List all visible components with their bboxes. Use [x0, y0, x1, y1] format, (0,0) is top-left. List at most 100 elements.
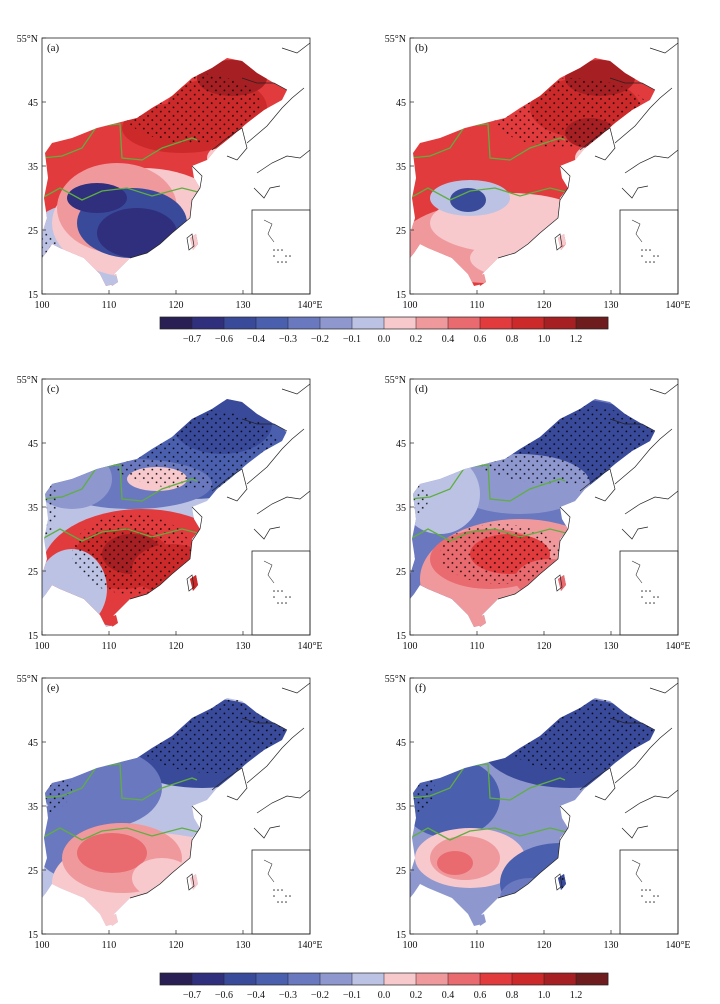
lon-tick-label: 140°E: [297, 641, 322, 652]
coastline: [129, 682, 311, 899]
lat-tick-label: 55°N: [17, 375, 38, 386]
colorbar-label: −0.7: [183, 334, 201, 345]
lon-tick-label: 100: [403, 641, 418, 652]
colorbar-label: 1.2: [570, 334, 583, 345]
colorbar-label: 0.0: [378, 334, 391, 345]
colorbar-swatch: [320, 973, 353, 985]
colorbar-label: 0.4: [442, 334, 455, 345]
lat-tick-label: 15: [396, 930, 406, 941]
lon-tick-label: 130: [604, 300, 619, 311]
lon-tick-label: 110: [102, 940, 117, 951]
lon-tick-label: 120: [537, 300, 552, 311]
yangtze-river: [410, 827, 571, 841]
field-contour: [97, 208, 177, 258]
yellow-river: [42, 464, 198, 502]
colorbar-swatch: [480, 317, 513, 329]
lat-tick-label: 35: [396, 503, 406, 514]
lat-tick-label: 55°N: [385, 34, 406, 45]
lat-tick-label: 55°N: [17, 674, 38, 685]
colorbar-swatch: [576, 973, 609, 985]
colorbar-label: 0.8: [506, 334, 519, 345]
south-china-sea-inset: [251, 209, 311, 295]
colorbar-label: −0.3: [279, 334, 297, 345]
colorbar-label: −0.1: [343, 334, 361, 345]
colorbar-bottom: −0.7 −0.6 −0.4 −0.3 −0.2 −0.1 0.0 0.2 0.4 0.6 0.8 1…: [159, 972, 609, 1001]
colorbar-swatch: [512, 317, 545, 329]
lon-tick-label: 140°E: [665, 940, 690, 951]
colorbar-top: −0.7 −0.6 −0.4 −0.3 −0.2 −0.1 0.0 0.2 0.4 0.6 0.8 1…: [159, 316, 609, 345]
map-panel-e: 15 25 35 45 55°N 100 110 120 130 140°E (e): [17, 674, 323, 951]
colorbar-swatch: [384, 317, 417, 329]
south-china-sea-inset: [619, 550, 679, 636]
lon-tick-label: 110: [102, 641, 117, 652]
colorbar-label: 0.2: [410, 334, 423, 345]
colorbar-swatch: [448, 317, 481, 329]
lon-tick-label: 130: [236, 641, 251, 652]
colorbar-swatch: [192, 973, 225, 985]
lon-tick-label: 110: [470, 641, 485, 652]
map-panel-f: 15 25 35 45 55°N 100 110 120 130 140°E (f): [385, 674, 691, 951]
colorbar-swatch: [224, 317, 257, 329]
axes: 15 25 35 45 55°N 100 110 120 130 140°E: [385, 375, 691, 652]
lon-tick-label: 140°E: [665, 641, 690, 652]
lat-tick-label: 45: [28, 98, 38, 109]
colorbar-label: 0.0: [378, 990, 391, 1001]
yangtze-river: [410, 528, 571, 542]
colorbar-label: −0.3: [279, 990, 297, 1001]
lat-tick-label: 35: [396, 802, 406, 813]
coastline: [497, 682, 679, 899]
lon-tick-label: 120: [169, 940, 184, 951]
lat-tick-label: 35: [28, 802, 38, 813]
yellow-river: [410, 763, 566, 801]
colorbar-swatch: [224, 973, 257, 985]
panel-label: (b): [415, 42, 428, 54]
significance-stipple: [410, 479, 428, 519]
field-contour: [77, 833, 147, 873]
colorbar-label: −0.2: [311, 334, 329, 345]
panel-label: (c): [47, 383, 60, 395]
lon-tick-label: 120: [169, 300, 184, 311]
south-china-sea-inset: [251, 550, 311, 636]
lon-tick-label: 100: [35, 940, 50, 951]
colorbar-label: 0.2: [410, 990, 423, 1001]
colorbar-swatch: [416, 973, 449, 985]
colorbar-label: −0.1: [343, 990, 361, 1001]
colorbar-swatch: [576, 317, 609, 329]
axes: 15 25 35 45 55°N 100 110 120 130 140°E: [385, 34, 691, 311]
colorbar-label: 1.0: [538, 990, 551, 1001]
lon-tick-label: 130: [236, 940, 251, 951]
yangtze-river: [42, 827, 203, 841]
field-contour: [67, 183, 127, 213]
lon-tick-label: 130: [236, 300, 251, 311]
lon-tick-label: 130: [604, 641, 619, 652]
panel-label: (a): [47, 42, 60, 54]
lon-tick-label: 100: [35, 641, 50, 652]
colorbar-swatch: [352, 317, 385, 329]
colorbar-label: 0.8: [506, 990, 519, 1001]
lon-tick-label: 100: [403, 300, 418, 311]
colorbar-swatch: [288, 973, 321, 985]
colorbar-swatch: [544, 317, 577, 329]
colorbar-swatch: [352, 973, 385, 985]
lat-tick-label: 25: [28, 567, 38, 578]
lat-tick-label: 25: [28, 866, 38, 877]
colorbar-swatch: [192, 317, 225, 329]
colorbar-swatch: [512, 973, 545, 985]
field-contour: [437, 851, 473, 875]
axes: 15 25 35 45 55°N 100 110 120 130 140°E: [385, 674, 691, 951]
south-china-sea-inset: [619, 209, 679, 295]
lat-tick-label: 25: [396, 567, 406, 578]
lat-tick-label: 45: [28, 439, 38, 450]
lon-tick-label: 120: [537, 940, 552, 951]
colorbar-label: −0.4: [247, 334, 265, 345]
lat-tick-label: 15: [396, 631, 406, 642]
lat-tick-label: 35: [28, 503, 38, 514]
coastline: [497, 42, 679, 259]
lat-tick-label: 25: [28, 226, 38, 237]
lat-tick-label: 35: [28, 162, 38, 173]
lat-tick-label: 45: [396, 439, 406, 450]
yellow-river: [42, 763, 198, 801]
lat-tick-label: 25: [396, 866, 406, 877]
colorbar-swatch: [384, 973, 417, 985]
